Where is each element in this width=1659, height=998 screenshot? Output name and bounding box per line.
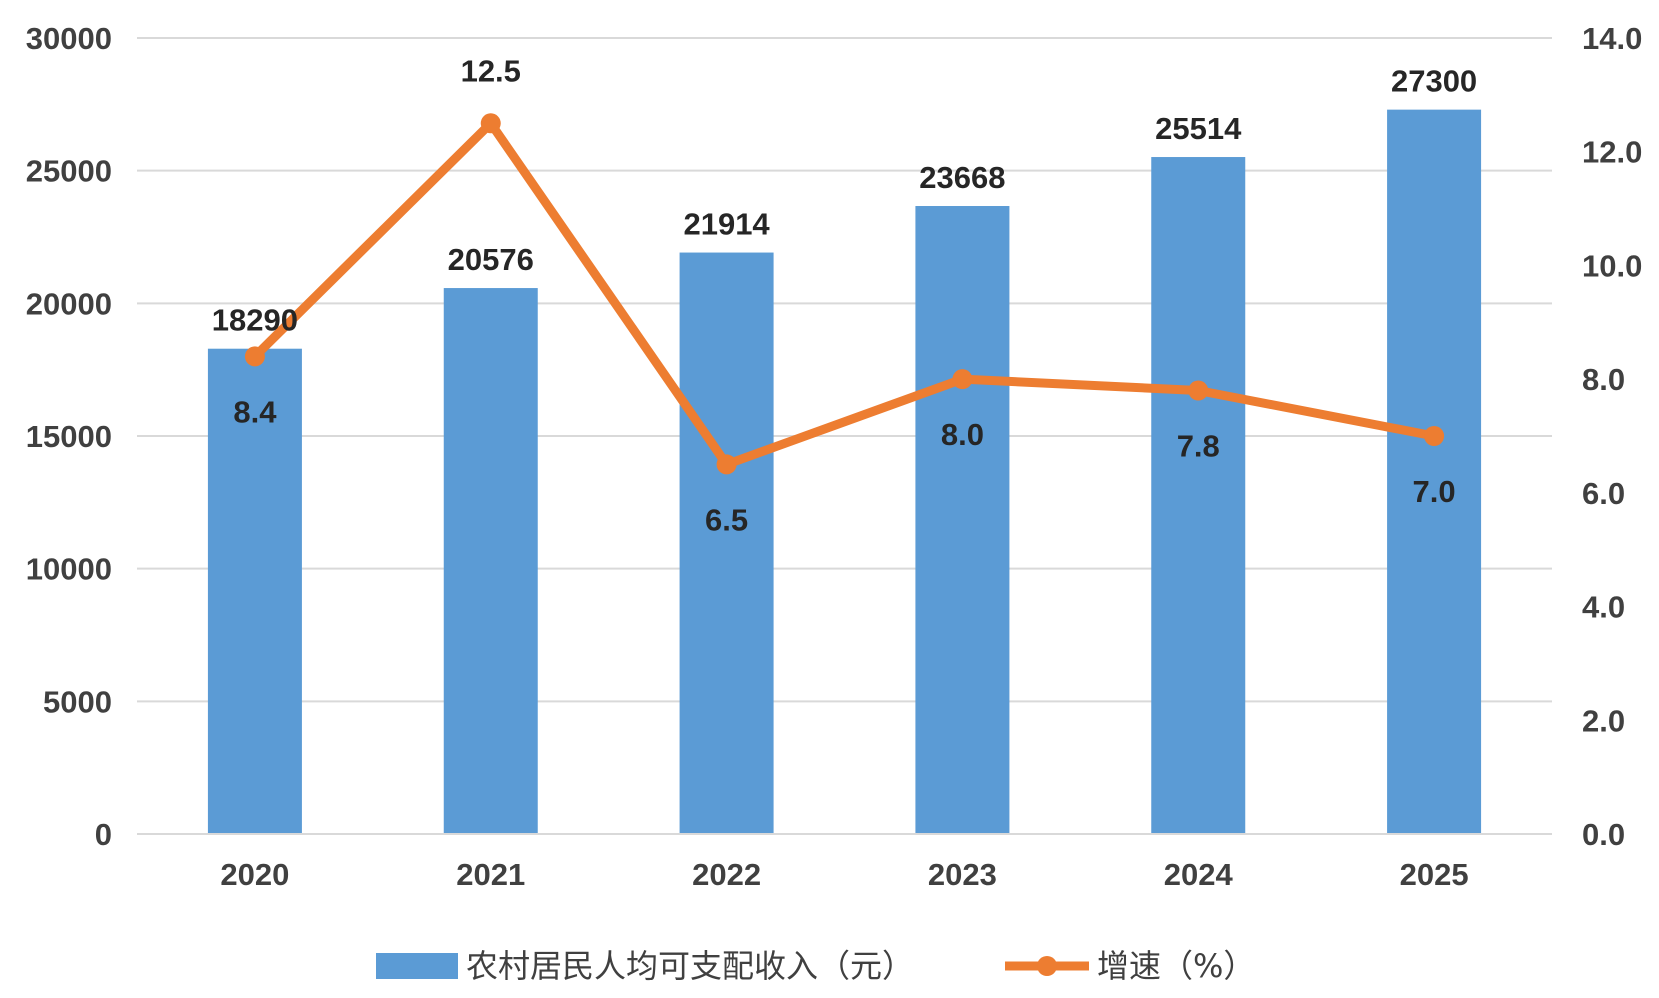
x-tick-label: 2021: [456, 857, 525, 892]
growth-data-label: 8.4: [233, 394, 277, 429]
y-right-tick-label: 12.0: [1582, 135, 1642, 170]
y-right-tick-label: 0.0: [1582, 817, 1625, 852]
growth-point-2023: [952, 369, 973, 390]
growth-line: [250, 118, 1439, 469]
y-left-tick-label: 15000: [26, 419, 112, 454]
gridlines: [137, 37, 1552, 835]
bar-data-label: 21914: [683, 207, 770, 242]
y-right-tick-label: 6.0: [1582, 476, 1625, 511]
legend: 农村居民人均可支配收入（元） 增速（%）: [376, 947, 1255, 985]
growth-point-2021: [480, 113, 501, 134]
y-left-tick-label: 30000: [26, 21, 112, 56]
growth-data-label: 7.0: [1413, 474, 1456, 509]
y-right-tick-label: 2.0: [1582, 703, 1625, 738]
x-tick-label: 2023: [928, 857, 997, 892]
y-right-tick-label: 8.0: [1582, 362, 1625, 397]
growth-point-2024: [1188, 380, 1209, 401]
bar-data-label: 25514: [1155, 111, 1242, 146]
growth-data-label: 12.5: [461, 53, 521, 88]
legend-label-growth: 增速（%）: [1097, 947, 1255, 985]
bar-data-label: 18290: [212, 303, 298, 338]
growth-data-label: 7.8: [1177, 429, 1220, 464]
bar-2020: [207, 348, 302, 834]
y-right-tick-label: 10.0: [1582, 248, 1642, 283]
bar-2021: [443, 288, 538, 834]
bar-series: [207, 109, 1482, 835]
y-left-tick-label: 25000: [26, 154, 112, 189]
bar-2025: [1387, 109, 1482, 834]
y-axis-left: 0 5000 10000 15000 20000 25000 30000: [26, 21, 112, 852]
growth-point-2020: [244, 346, 265, 367]
x-tick-label: 2020: [220, 857, 289, 892]
bar-data-label: 27300: [1391, 64, 1477, 99]
bar-2022: [679, 252, 774, 835]
line-series: [244, 113, 1445, 475]
bar-2024: [1151, 157, 1246, 834]
legend-swatch-bar: [376, 953, 458, 979]
bar-data-label: 20576: [448, 242, 534, 277]
legend-swatch-marker: [1037, 956, 1057, 976]
x-tick-label: 2024: [1164, 857, 1234, 892]
y-left-tick-label: 0: [95, 817, 112, 852]
y-left-tick-label: 5000: [43, 684, 112, 719]
x-tick-label: 2022: [692, 857, 761, 892]
y-left-tick-label: 10000: [26, 552, 112, 587]
legend-label-income: 农村居民人均可支配收入（元）: [466, 947, 914, 985]
y-right-tick-label: 14.0: [1582, 21, 1642, 56]
y-right-tick-label: 4.0: [1582, 590, 1625, 625]
data-labels: 18290 20576 21914 23668 25514 27300 8.4 12.5 6.5…: [212, 53, 1477, 537]
growth-point-2022: [716, 454, 737, 475]
x-axis: 2020 2021 2022 2023 2024 2025: [137, 833, 1552, 892]
bar-2023: [915, 206, 1010, 835]
y-axis-right: 0.0 2.0 4.0 6.0 8.0 10.0 12.0 14.0: [1582, 21, 1642, 852]
growth-data-label: 8.0: [941, 417, 984, 452]
growth-data-label: 6.5: [705, 502, 748, 537]
x-tick-label: 2025: [1400, 857, 1469, 892]
growth-point-2025: [1424, 426, 1445, 446]
bar-data-label: 23668: [919, 160, 1005, 195]
y-left-tick-label: 20000: [26, 286, 112, 321]
